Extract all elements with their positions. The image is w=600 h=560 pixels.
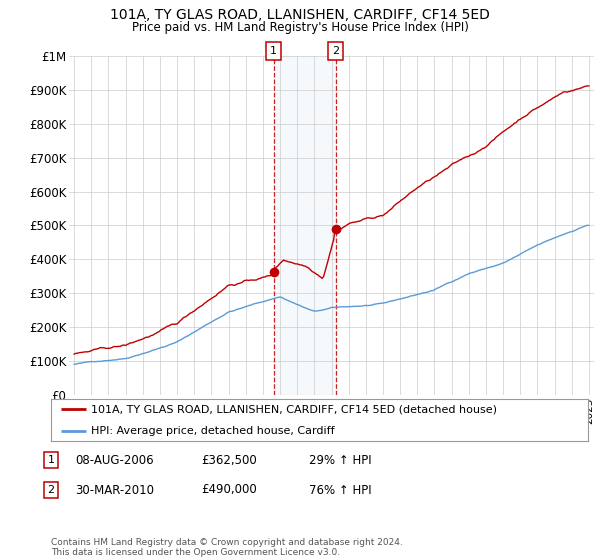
Text: 08-AUG-2006: 08-AUG-2006	[75, 454, 154, 467]
Text: 76% ↑ HPI: 76% ↑ HPI	[309, 483, 371, 497]
Text: 101A, TY GLAS ROAD, LLANISHEN, CARDIFF, CF14 5ED: 101A, TY GLAS ROAD, LLANISHEN, CARDIFF, …	[110, 8, 490, 22]
Text: 2: 2	[332, 46, 340, 56]
Text: £362,500: £362,500	[201, 454, 257, 467]
Text: Contains HM Land Registry data © Crown copyright and database right 2024.
This d: Contains HM Land Registry data © Crown c…	[51, 538, 403, 557]
Text: 29% ↑ HPI: 29% ↑ HPI	[309, 454, 371, 467]
Text: 1: 1	[270, 46, 277, 56]
Bar	[274, 56, 336, 395]
Text: £490,000: £490,000	[201, 483, 257, 497]
Text: 30-MAR-2010: 30-MAR-2010	[75, 483, 154, 497]
Text: 1: 1	[47, 455, 55, 465]
Text: HPI: Average price, detached house, Cardiff: HPI: Average price, detached house, Card…	[91, 427, 335, 436]
Text: 101A, TY GLAS ROAD, LLANISHEN, CARDIFF, CF14 5ED (detached house): 101A, TY GLAS ROAD, LLANISHEN, CARDIFF, …	[91, 404, 497, 414]
Text: Price paid vs. HM Land Registry's House Price Index (HPI): Price paid vs. HM Land Registry's House …	[131, 21, 469, 34]
Text: 2: 2	[47, 485, 55, 495]
